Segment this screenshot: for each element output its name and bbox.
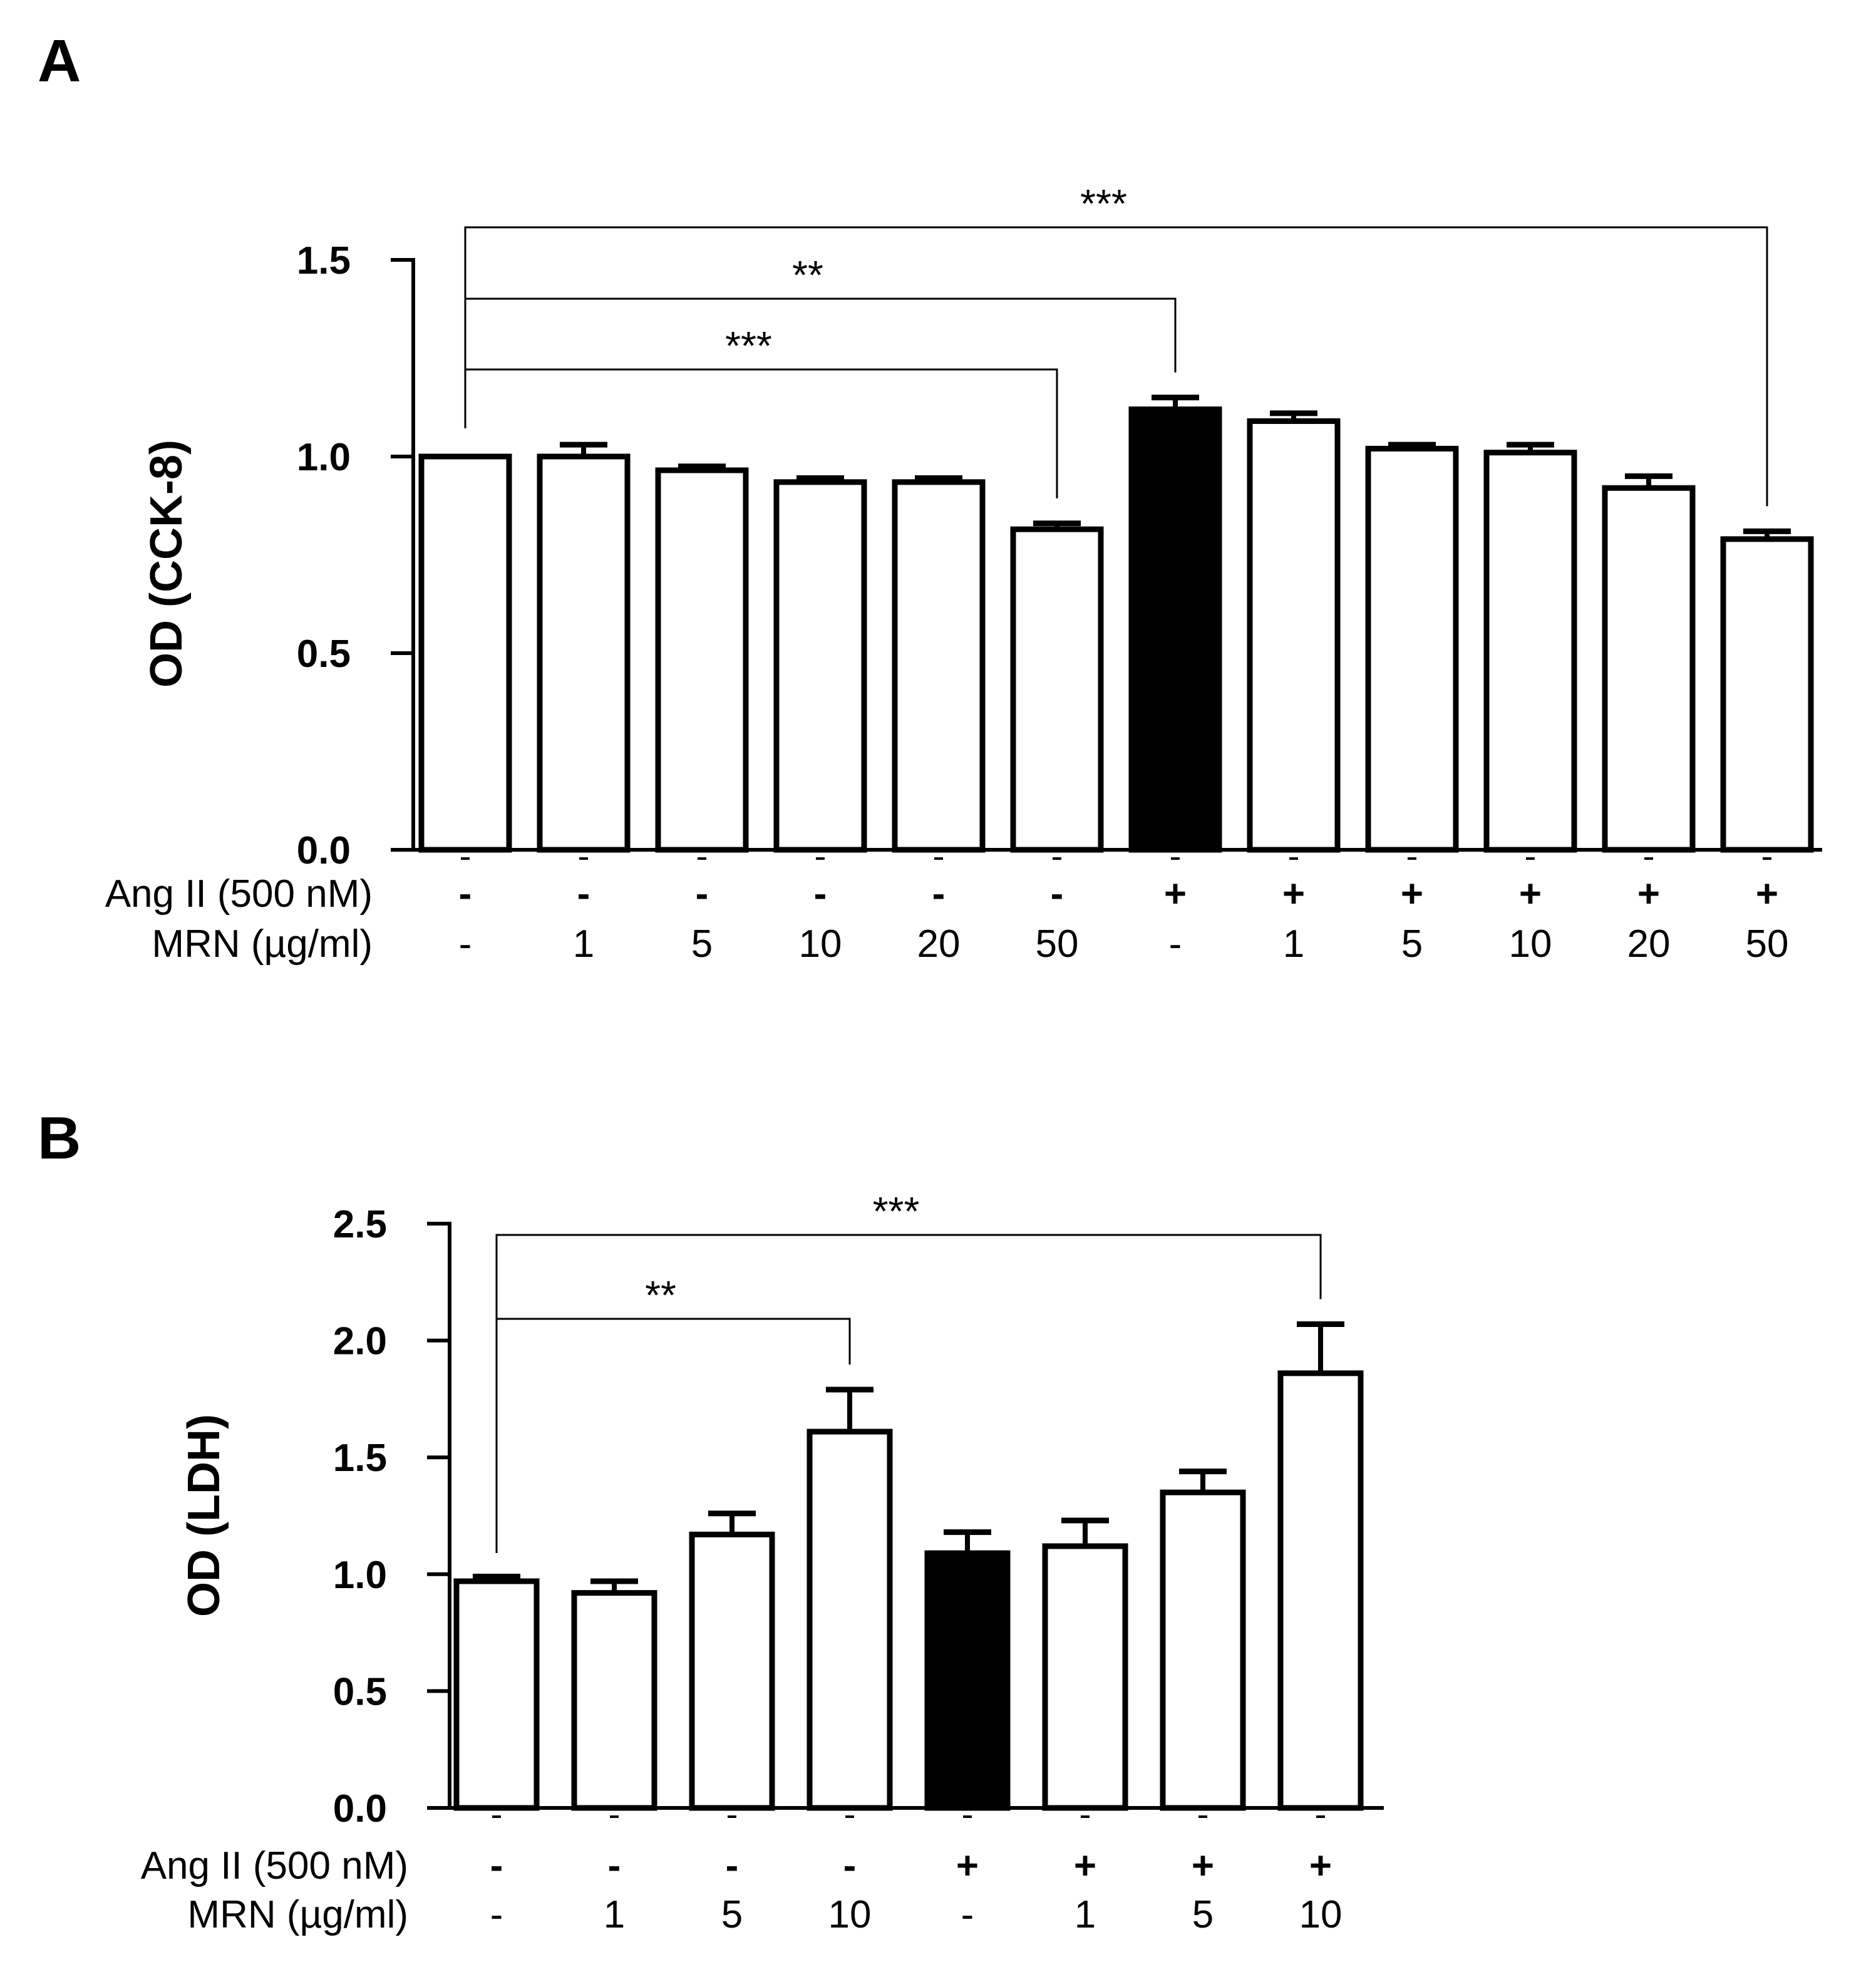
panel-a-mrn-value: 1 xyxy=(1283,922,1304,966)
panel-b-ang-value: - xyxy=(843,1844,857,1887)
panel-b-significance-bracket xyxy=(495,1234,1322,1553)
panel-b-y-tick-label: 1.5 xyxy=(333,1437,387,1480)
panel-b-ang-value: - xyxy=(726,1844,739,1887)
panel-b-mrn-value: - xyxy=(961,1893,974,1936)
panel-a-ang-value: - xyxy=(577,872,590,916)
panel-b-ang-value: + xyxy=(956,1844,979,1887)
panel-a-ang-value: - xyxy=(1051,872,1064,916)
panel-a-bar xyxy=(1365,445,1459,853)
panel-a-mrn-value: - xyxy=(1169,922,1182,966)
panel-b-bar xyxy=(571,1590,657,1811)
panel-b-y-tick-label: 1.0 xyxy=(333,1554,387,1597)
panel-b-significance-label: ** xyxy=(645,1273,676,1318)
panel-a-bar xyxy=(773,479,867,853)
panel-a-mrn-row-label: MRN (µg/ml) xyxy=(152,922,373,966)
panel-a-significance-bracket xyxy=(464,297,1177,428)
panel-a-bar xyxy=(1720,536,1814,853)
panel-a-mrn-value: 20 xyxy=(917,922,961,966)
panel-a-label: A xyxy=(38,28,81,95)
panel-a-ang-value: + xyxy=(1282,872,1305,916)
panel-a-y-tick-label: 0.5 xyxy=(297,632,351,676)
panel-a-mrn-value: 1 xyxy=(573,922,594,966)
panel-a-significance-label: *** xyxy=(725,323,772,368)
panel-a-ang-value: - xyxy=(932,872,946,916)
panel-b-y-tick-label: 2.5 xyxy=(333,1203,387,1246)
panel-b-ang-value: + xyxy=(1192,1844,1214,1887)
panel-b-label: B xyxy=(38,1105,81,1172)
panel-a-mrn-value: 20 xyxy=(1627,922,1671,966)
panel-a-ang-value: + xyxy=(1637,872,1660,916)
panel-b-bar xyxy=(1042,1543,1128,1811)
panel-a-y-tick-label: 1.5 xyxy=(297,239,351,282)
panel-b-mrn-value: 5 xyxy=(1192,1893,1214,1936)
panel-a-mrn-value: - xyxy=(459,922,472,966)
panel-a-ang-value: - xyxy=(696,872,709,916)
panel-b-bar xyxy=(924,1550,1011,1811)
panel-a-bar xyxy=(1247,418,1341,853)
panel-a-y-tick-label: 0.0 xyxy=(297,829,351,872)
panel-b-mrn-value: 1 xyxy=(1075,1893,1096,1936)
panel-a-bar xyxy=(1483,450,1577,853)
panel-a-mrn-value: 5 xyxy=(691,922,713,966)
panel-a-bar xyxy=(418,453,512,853)
panel-a-bar xyxy=(1128,406,1222,853)
panel-a-mrn-value: 5 xyxy=(1401,922,1423,966)
panel-a-ang-value: + xyxy=(1519,872,1542,916)
panel-a-mrn-value: 50 xyxy=(1036,922,1079,966)
panel-a-bar xyxy=(655,467,749,853)
panel-a-bar xyxy=(1602,485,1696,853)
panel-b-significance-label: *** xyxy=(873,1189,920,1234)
panel-a-ang-row-label: Ang II (500 nM) xyxy=(105,872,373,916)
panel-a-mrn-value: 10 xyxy=(1509,922,1552,966)
panel-b-ang-row-label: Ang II (500 nM) xyxy=(141,1844,408,1887)
panel-a-ang-value: + xyxy=(1756,872,1778,916)
panel-b-mrn-value: - xyxy=(490,1893,503,1936)
panel-a-significance-label: *** xyxy=(1080,181,1127,226)
panel-a-significance-label: ** xyxy=(792,252,823,297)
panel-b-bar xyxy=(1277,1370,1364,1811)
panel-a-y-axis-label: OD (CCK-8) xyxy=(142,440,192,688)
panel-b-ang-value: - xyxy=(490,1844,503,1887)
panel-a-ang-value: + xyxy=(1401,872,1423,916)
panel-b-bar xyxy=(689,1531,775,1811)
panel-b-mrn-value: 5 xyxy=(721,1893,743,1936)
panel-b-bar xyxy=(1160,1489,1246,1811)
panel-a-bar xyxy=(537,453,631,853)
panel-b-y-axis-label: OD (LDH) xyxy=(179,1414,229,1617)
panel-b-ang-value: - xyxy=(608,1844,621,1887)
panel-b: B OD (LDH) Ang II (500 nM) MRN (µg/ml) 0… xyxy=(38,1105,1384,1936)
panel-b-mrn-row-label: MRN (µg/ml) xyxy=(187,1893,408,1936)
panel-a-bar xyxy=(892,479,986,853)
panel-b-y-tick-label: 0.0 xyxy=(333,1787,387,1830)
panel-b-bar xyxy=(807,1428,893,1811)
panel-b-bar xyxy=(453,1578,540,1811)
panel-b-ang-value: + xyxy=(1074,1844,1096,1887)
panel-a-mrn-value: 10 xyxy=(799,922,842,966)
panel-b-y-tick-label: 2.0 xyxy=(333,1320,387,1363)
panel-a-ang-value: + xyxy=(1164,872,1187,916)
panel-a: A OD (CCK-8) Ang II (500 nM) MRN (µg/ml)… xyxy=(38,28,1822,966)
panel-b-mrn-value: 10 xyxy=(1299,1893,1343,1936)
panel-b-significance-bracket xyxy=(495,1318,851,1553)
panel-b-mrn-value: 10 xyxy=(828,1893,872,1936)
panel-a-mrn-value: 50 xyxy=(1746,922,1789,966)
panel-a-bar xyxy=(1010,526,1104,853)
panel-a-ang-value: - xyxy=(459,872,472,916)
panel-b-ang-value: + xyxy=(1309,1844,1332,1887)
panel-a-ang-value: - xyxy=(814,872,827,916)
panel-a-y-tick-label: 1.0 xyxy=(297,436,351,479)
panel-b-mrn-value: 1 xyxy=(604,1893,625,1936)
panel-b-y-tick-label: 0.5 xyxy=(333,1670,387,1713)
panel-a-significance-bracket xyxy=(464,226,1768,507)
